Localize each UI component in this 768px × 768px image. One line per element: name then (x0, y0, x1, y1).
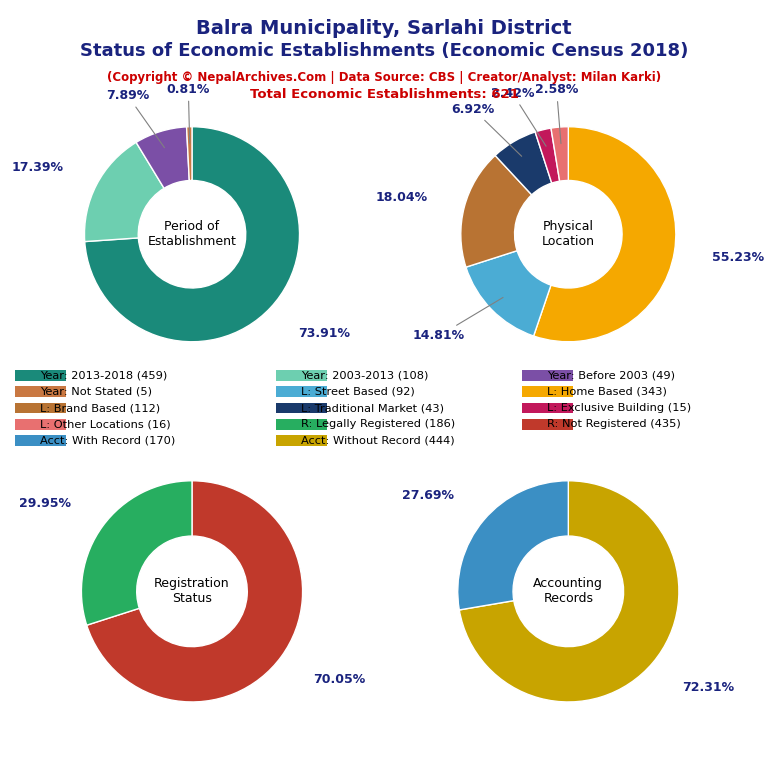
Bar (15, 402, 66, 413)
Text: Registration
Status: Registration Status (154, 578, 230, 605)
Text: L: Other Locations (16): L: Other Locations (16) (40, 419, 170, 429)
Text: 55.23%: 55.23% (711, 251, 763, 264)
Text: R: Not Registered (435): R: Not Registered (435) (547, 419, 680, 429)
Text: Status of Economic Establishments (Economic Census 2018): Status of Economic Establishments (Econo… (80, 42, 688, 60)
Bar (522, 402, 573, 413)
Bar (276, 402, 327, 413)
Text: Year: 2003-2013 (108): Year: 2003-2013 (108) (301, 370, 429, 380)
Text: 0.81%: 0.81% (167, 83, 210, 144)
Text: 2.58%: 2.58% (535, 83, 578, 144)
Wedge shape (81, 481, 192, 625)
Wedge shape (84, 127, 300, 342)
Wedge shape (136, 127, 189, 188)
Text: L: Street Based (92): L: Street Based (92) (301, 387, 415, 397)
Bar (276, 435, 327, 446)
Bar (276, 386, 327, 397)
Text: R: Legally Registered (186): R: Legally Registered (186) (301, 419, 455, 429)
Text: Accounting
Records: Accounting Records (534, 578, 603, 605)
Wedge shape (459, 481, 679, 702)
Bar (276, 370, 327, 381)
Text: L: Traditional Market (43): L: Traditional Market (43) (301, 403, 444, 413)
Wedge shape (458, 481, 568, 610)
Wedge shape (87, 481, 303, 702)
Text: 14.81%: 14.81% (412, 297, 503, 343)
Wedge shape (84, 142, 164, 242)
Bar (15, 419, 66, 430)
Wedge shape (187, 127, 192, 180)
Text: L: Exclusive Building (15): L: Exclusive Building (15) (547, 403, 691, 413)
Text: Period of
Establishment: Period of Establishment (147, 220, 237, 248)
Text: Total Economic Establishments: 621: Total Economic Establishments: 621 (250, 88, 518, 101)
Wedge shape (466, 250, 551, 336)
Wedge shape (551, 127, 568, 181)
Text: Acct: Without Record (444): Acct: Without Record (444) (301, 435, 455, 445)
Text: Physical
Location: Physical Location (541, 220, 595, 248)
Bar (522, 370, 573, 381)
Text: Year: 2013-2018 (459): Year: 2013-2018 (459) (40, 370, 167, 380)
Text: 29.95%: 29.95% (19, 497, 71, 510)
Wedge shape (534, 127, 676, 342)
Bar (15, 435, 66, 446)
Wedge shape (535, 128, 560, 183)
Bar (15, 370, 66, 381)
Bar (522, 386, 573, 397)
Wedge shape (495, 132, 551, 195)
Bar (522, 419, 573, 430)
Text: 17.39%: 17.39% (11, 161, 63, 174)
Text: 72.31%: 72.31% (683, 681, 734, 694)
Text: 7.89%: 7.89% (106, 89, 164, 147)
Bar (15, 386, 66, 397)
Text: Year: Not Stated (5): Year: Not Stated (5) (40, 387, 152, 397)
Text: 73.91%: 73.91% (298, 327, 350, 339)
Text: 6.92%: 6.92% (452, 103, 521, 156)
Text: (Copyright © NepalArchives.Com | Data Source: CBS | Creator/Analyst: Milan Karki: (Copyright © NepalArchives.Com | Data So… (107, 71, 661, 84)
Bar (276, 419, 327, 430)
Text: L: Brand Based (112): L: Brand Based (112) (40, 403, 160, 413)
Text: 27.69%: 27.69% (402, 488, 454, 502)
Text: 70.05%: 70.05% (313, 673, 365, 686)
Text: Year: Before 2003 (49): Year: Before 2003 (49) (547, 370, 675, 380)
Text: 18.04%: 18.04% (376, 191, 428, 204)
Text: L: Home Based (343): L: Home Based (343) (547, 387, 667, 397)
Text: 2.42%: 2.42% (491, 87, 546, 146)
Wedge shape (461, 155, 531, 267)
Text: Balra Municipality, Sarlahi District: Balra Municipality, Sarlahi District (196, 19, 572, 38)
Text: Acct: With Record (170): Acct: With Record (170) (40, 435, 175, 445)
